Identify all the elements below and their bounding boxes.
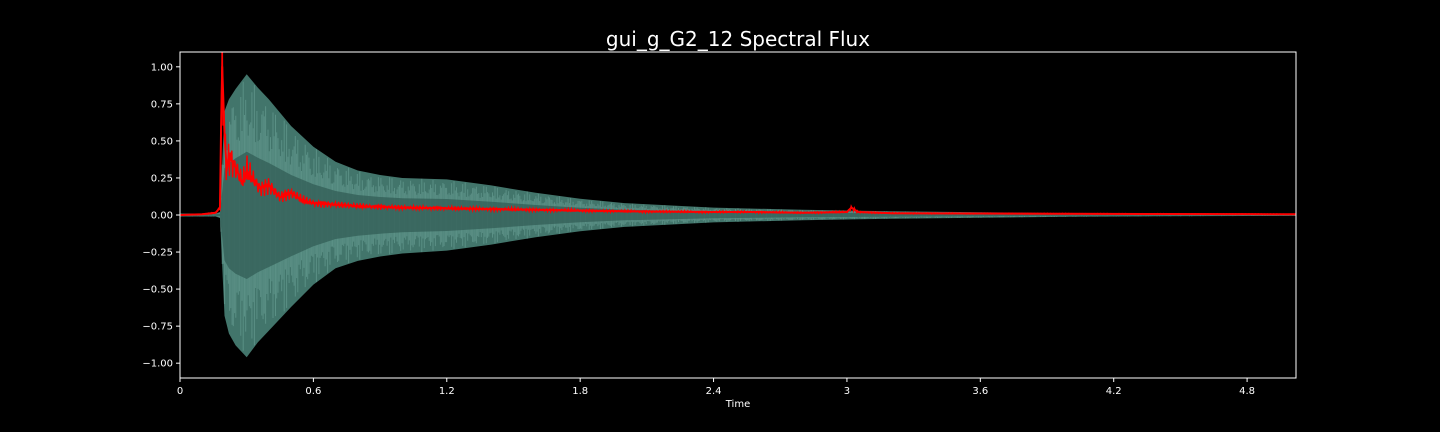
x-tick-label: 3 [844,386,850,397]
x-tick-label: 4.2 [1106,386,1122,397]
waveform-core [180,151,1296,279]
y-tick-label: −0.25 [142,248,173,259]
x-tick-label: 0.6 [305,386,321,397]
x-tick-label: 2.4 [706,386,722,397]
x-tick-label: 1.8 [572,386,588,397]
y-tick-label: −0.75 [142,322,173,333]
x-tick-label: 1.2 [439,386,455,397]
plot-area [180,52,1296,358]
x-tick-label: 3.6 [972,386,988,397]
y-axis: 1.00 0.75 0.50 0.25 0.00 −0.25 −0.50 −0.75 −1.00 [142,62,180,370]
x-tick-label: 0 [177,386,183,397]
y-tick-label: 0.50 [151,136,173,147]
x-tick-label: 4.8 [1239,386,1255,397]
series-group [180,52,1296,358]
y-tick-label: 1.00 [151,62,173,73]
y-tick-label: 0.00 [151,211,173,222]
y-tick-label: −1.00 [142,359,173,370]
y-tick-label: −0.50 [142,285,173,296]
flux-line [180,65,1296,216]
x-axis: 0 0.6 1.2 1.8 2.4 3 3.6 4.2 4.8 [177,378,1255,397]
y-tick-label: 0.75 [151,99,173,110]
x-axis-label: Time [725,399,750,410]
chart-title: gui_g_G2_12 Spectral Flux [606,27,870,51]
y-tick-label: 0.25 [151,173,173,184]
